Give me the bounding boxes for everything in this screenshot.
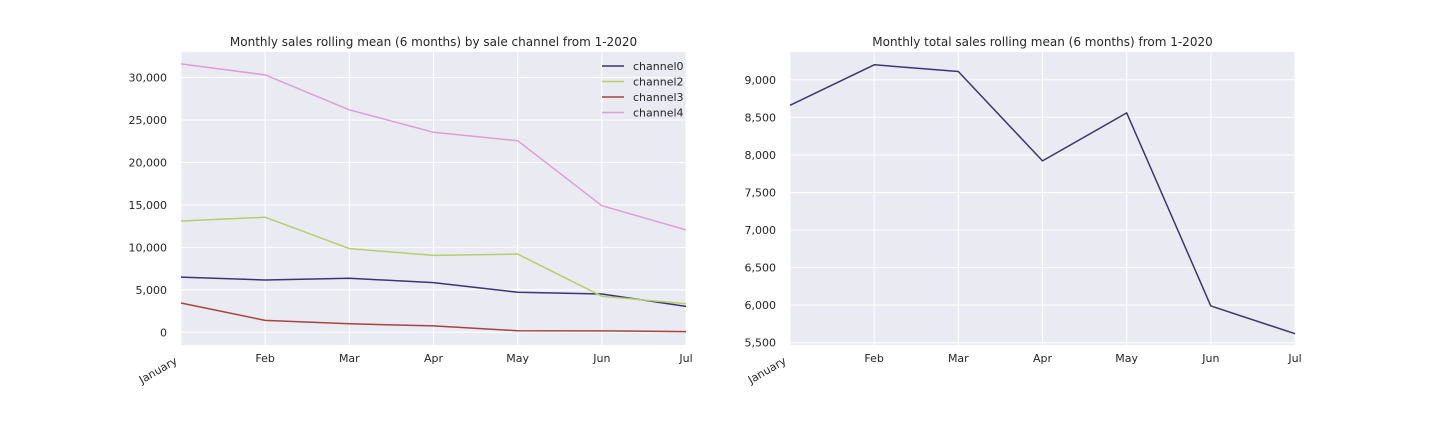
y-tick-label: 6,000 xyxy=(745,299,777,312)
chart-title: Monthly sales rolling mean (6 months) by… xyxy=(230,35,637,49)
x-tick-label: May xyxy=(1115,352,1138,365)
x-tick-label: Jun xyxy=(592,352,610,365)
series-line-channel4 xyxy=(180,63,687,231)
y-tick-label: 6,500 xyxy=(745,262,777,275)
legend-label-channel0: channel0 xyxy=(633,60,684,73)
x-tick-label: Jul xyxy=(1287,352,1301,365)
x-tick-label: Apr xyxy=(1033,352,1053,365)
legend-label-channel4: channel4 xyxy=(633,107,684,120)
y-tick-label: 15,000 xyxy=(129,199,168,212)
y-tick-label: 25,000 xyxy=(129,114,168,127)
y-tick-label: 8,000 xyxy=(745,149,777,162)
chart-title: Monthly total sales rolling mean (6 mont… xyxy=(872,35,1212,49)
x-tick-label: Feb xyxy=(864,352,883,365)
x-tick-label: January xyxy=(745,354,789,387)
legend-label-channel2: channel2 xyxy=(633,76,684,89)
y-tick-label: 7,500 xyxy=(745,186,777,199)
x-tick-label: Feb xyxy=(255,352,274,365)
x-tick-label: Apr xyxy=(424,352,444,365)
y-tick-label: 0 xyxy=(160,326,167,339)
y-tick-label: 8,500 xyxy=(745,111,777,124)
x-tick-label: Mar xyxy=(339,352,360,365)
total-sales-chart: 5,500 6,000 6,500 7,000 7,500 8,000 8,500 9,000… xyxy=(745,35,1302,387)
legend-label-channel3: channel3 xyxy=(633,91,684,104)
series-line-channel0 xyxy=(180,276,687,308)
x-tick-label: Jul xyxy=(678,352,692,365)
series-line-channel3 xyxy=(180,302,687,333)
series-line-channel2 xyxy=(180,216,687,305)
y-tick-label: 30,000 xyxy=(129,71,168,84)
x-tick-label: Mar xyxy=(948,352,969,365)
y-tick-label: 5,000 xyxy=(136,284,168,297)
y-tick-label: 9,000 xyxy=(745,74,777,87)
y-tick-label: 20,000 xyxy=(129,156,168,169)
y-tick-label: 7,000 xyxy=(745,224,777,237)
series-line-total xyxy=(789,64,1296,335)
sales-by-channel-chart: 0 5,000 10,000 15,000 20,000 25,000 30,000 Janu… xyxy=(129,35,693,387)
x-tick-label: May xyxy=(506,352,529,365)
x-tick-label: January xyxy=(136,354,180,387)
y-tick-label: 10,000 xyxy=(129,241,168,254)
y-tick-label: 5,500 xyxy=(745,337,777,350)
x-tick-label: Jun xyxy=(1201,352,1219,365)
